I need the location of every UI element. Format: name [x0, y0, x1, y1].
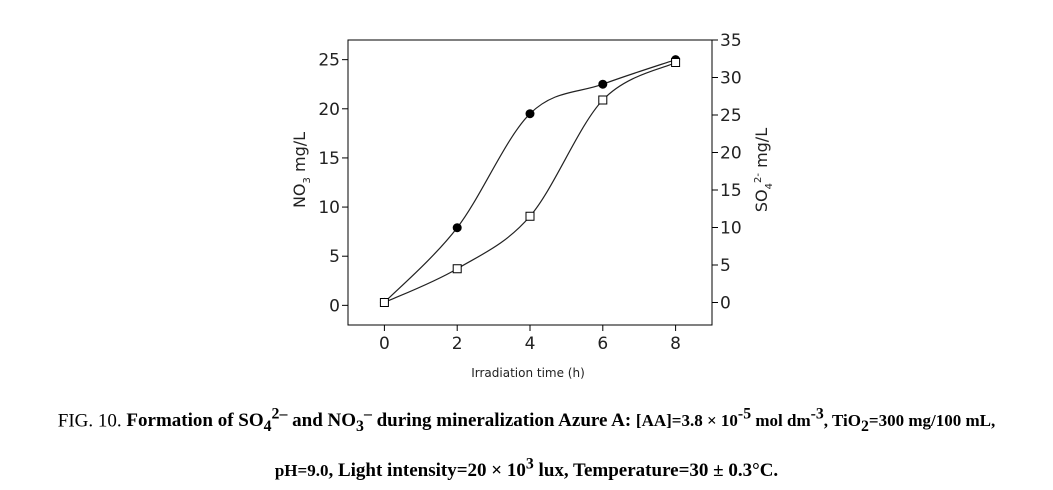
caption-sup: -5: [737, 406, 752, 423]
data-point-square: [452, 264, 462, 274]
right-y-tick-label: 35: [720, 31, 742, 51]
caption-text: mol dm: [751, 411, 811, 431]
caption-text: , Light intensity=20 × 10: [328, 460, 526, 482]
caption-text: during mineralization Azure A:: [371, 410, 636, 432]
caption-sub: 3: [356, 418, 364, 436]
left-y-tick-label: 25: [318, 51, 340, 71]
caption-text: , TiO: [823, 411, 861, 431]
caption-sub: 4: [263, 418, 272, 436]
left-y-tick-label: 20: [318, 100, 340, 120]
chart: 0 2 4 6 8 0 5 10 15 20 25 0 5 10 15 20 25 30 35 Irradiatio…: [290, 31, 775, 380]
caption-sup: 3: [525, 456, 534, 474]
data-point-square: [598, 95, 608, 105]
right-y-tick-label: 0: [720, 294, 731, 314]
caption-fig-number: FIG. 10.: [57, 410, 122, 432]
caption-sup: 2–: [271, 406, 288, 423]
caption-line-2: pH=9.0, Light intensity=20 × 103 lux, Te…: [0, 446, 1053, 490]
x-tick-label: 8: [670, 334, 681, 354]
x-tick-label: 2: [452, 334, 463, 354]
right-y-tick-label: 5: [720, 256, 731, 276]
data-point-circle: [598, 79, 608, 89]
data-point-square: [525, 211, 535, 221]
x-tick-label: 0: [379, 334, 390, 354]
caption-sub: 2: [860, 418, 869, 436]
left-y-tick-label: 15: [318, 149, 340, 169]
left-y-tick-label: 5: [329, 247, 340, 267]
caption-line-1: FIG. 10. Formation of SO42– and NO3– dur…: [0, 396, 1053, 446]
left-y-axis-label: NO3 mg/L: [290, 132, 313, 208]
x-tick-label: 6: [597, 334, 608, 354]
caption-text: lux, Temperature=30 ± 0.3°C.: [533, 460, 779, 482]
data-point-circle: [525, 109, 535, 119]
right-y-tick-label: 15: [720, 181, 742, 201]
series-line-2: [384, 61, 676, 304]
caption-text: Formation of SO: [126, 410, 264, 432]
caption-sup: -3: [810, 406, 824, 423]
left-y-tick-label: 0: [329, 296, 340, 316]
data-point-circle: [452, 223, 462, 233]
right-y-tick-label: 10: [720, 219, 742, 239]
caption-sup: –: [363, 406, 372, 423]
right-y-axis-label: SO42- mg/L: [752, 128, 775, 212]
x-tick-label: 4: [525, 334, 536, 354]
left-y-tick-label: 10: [318, 198, 340, 218]
plot-frame: [347, 39, 713, 326]
right-y-tick-label: 30: [720, 69, 742, 89]
right-y-tick-label: 25: [720, 106, 742, 126]
data-point-square: [671, 58, 681, 67]
caption-text: =300 mg/100 mL,: [868, 411, 996, 431]
caption-text: [AA]=3.8 × 10: [635, 411, 738, 431]
right-y-tick-label: 20: [720, 144, 742, 164]
series-line-1: [383, 59, 676, 303]
data-point-square: [379, 298, 389, 307]
caption-text: and NO: [287, 410, 357, 432]
x-axis-label: Irradiation time (h): [471, 366, 585, 380]
caption-text: pH=9.0: [274, 461, 329, 481]
figure-caption: FIG. 10. Formation of SO42– and NO3– dur…: [0, 396, 1053, 490]
